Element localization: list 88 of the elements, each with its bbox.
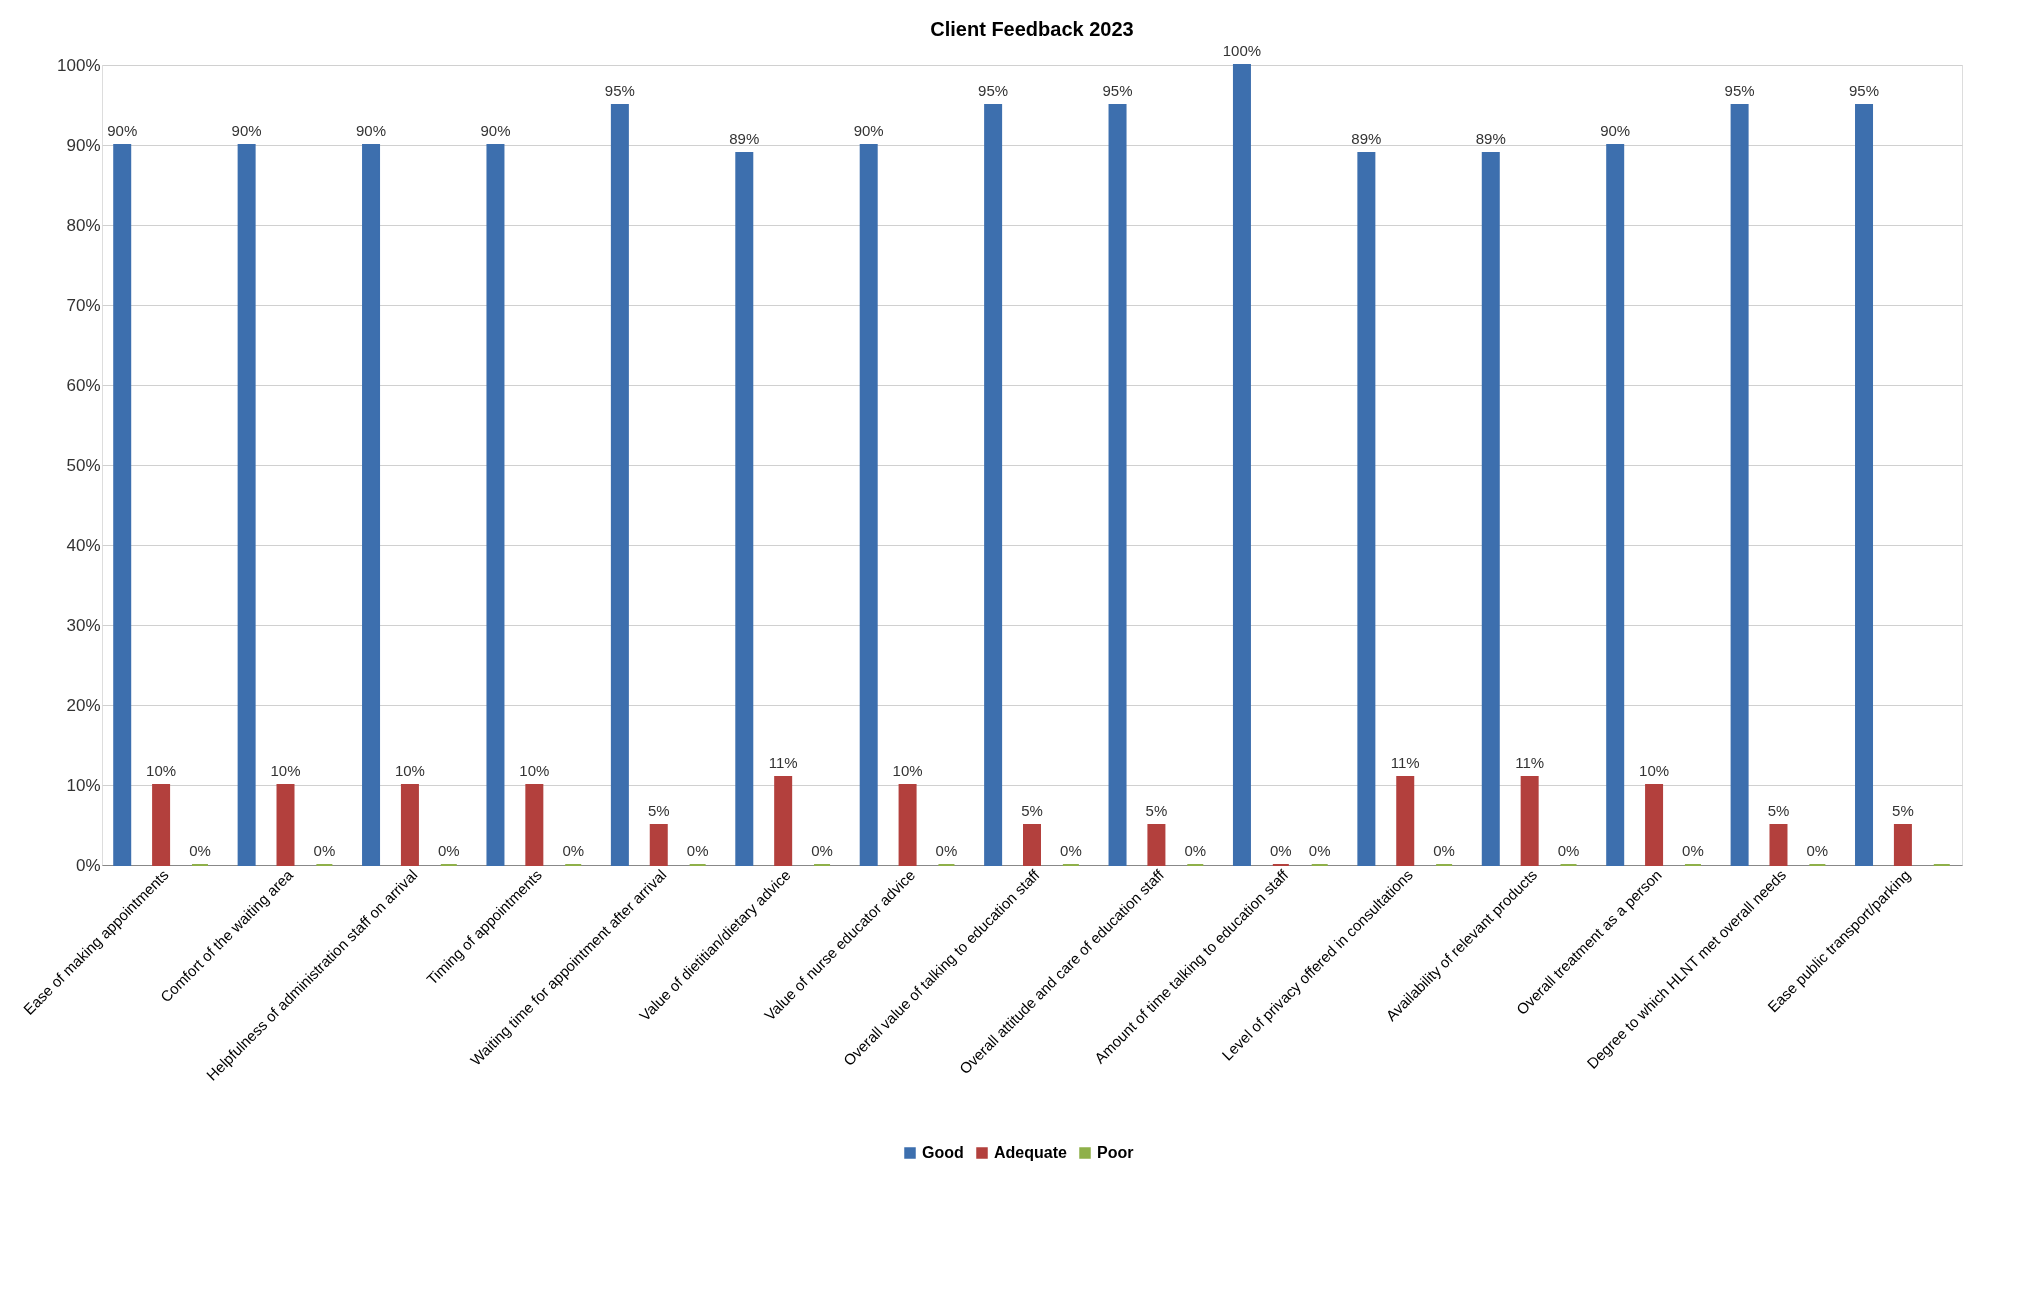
data-label: 11%	[1515, 754, 1545, 771]
legend-label: Poor	[1097, 1144, 1134, 1161]
bar	[735, 152, 754, 866]
y-tick-label: 0%	[75, 855, 101, 875]
y-tick-label: 40%	[66, 535, 101, 555]
bar	[984, 104, 1003, 866]
bar	[113, 144, 132, 866]
data-label: 0%	[1433, 842, 1455, 859]
bar	[525, 784, 544, 866]
data-label: 0%	[437, 842, 460, 859]
y-tick-label: 10%	[66, 775, 101, 795]
data-label: 0%	[935, 842, 958, 859]
data-label: 5%	[647, 802, 670, 819]
data-label: 0%	[1557, 842, 1580, 859]
data-label: 0%	[1806, 842, 1829, 859]
data-label: 0%	[1682, 842, 1704, 859]
data-label: 90%	[1600, 122, 1631, 139]
data-label: 0%	[1269, 842, 1292, 859]
bar	[1606, 144, 1625, 866]
y-tick-label: 50%	[66, 455, 101, 475]
bar	[859, 144, 878, 866]
data-label: 95%	[1102, 82, 1133, 99]
data-label: 90%	[107, 122, 138, 139]
bar	[486, 144, 505, 866]
data-label: 11%	[1390, 754, 1420, 771]
y-tick-label: 70%	[66, 295, 101, 315]
bar	[1023, 824, 1041, 866]
data-label: 0%	[189, 842, 211, 859]
data-label: 89%	[729, 130, 760, 147]
bar	[1108, 104, 1127, 866]
data-label: 90%	[853, 122, 884, 139]
bar	[276, 784, 295, 866]
data-label: 5%	[1892, 802, 1914, 819]
data-label: 95%	[1849, 82, 1880, 99]
data-label: 100%	[1222, 42, 1262, 59]
bar	[152, 784, 171, 866]
data-label: 90%	[356, 122, 387, 139]
bar	[1232, 64, 1251, 866]
bar	[774, 776, 793, 866]
data-label: 0%	[1308, 842, 1331, 859]
bar	[1893, 824, 1912, 866]
data-label: 0%	[313, 842, 336, 859]
data-label: 0%	[811, 842, 833, 859]
data-label: 5%	[1145, 802, 1168, 819]
data-label: 89%	[1475, 130, 1506, 147]
data-label: 89%	[1351, 130, 1382, 147]
data-label: 0%	[1184, 842, 1207, 859]
data-label: 10%	[270, 762, 301, 779]
y-tick-label: 80%	[66, 215, 101, 235]
bar	[1730, 104, 1749, 866]
bar	[1645, 784, 1664, 866]
bar	[400, 784, 419, 866]
data-label: 90%	[480, 122, 511, 139]
bar	[1396, 776, 1415, 866]
bar	[1855, 104, 1874, 866]
y-tick-label: 20%	[66, 695, 101, 715]
data-label: 95%	[604, 82, 635, 99]
bar	[1357, 152, 1376, 866]
bar	[362, 144, 381, 866]
data-label: 95%	[978, 82, 1009, 99]
y-tick-label: 100%	[57, 55, 101, 75]
bar	[1520, 776, 1539, 866]
y-tick-label: 60%	[66, 375, 101, 395]
bar	[1481, 152, 1500, 866]
data-label: 10%	[892, 762, 923, 779]
data-label: 95%	[1724, 82, 1755, 99]
legend-label: Good	[922, 1144, 964, 1161]
data-label: 10%	[146, 762, 177, 779]
bar	[1769, 824, 1788, 866]
data-label: 5%	[1767, 802, 1790, 819]
y-tick-label: 30%	[66, 615, 101, 635]
bar	[898, 784, 917, 866]
data-label: 10%	[394, 762, 425, 779]
chart-title: Client Feedback 2023	[930, 18, 1134, 40]
data-label: 10%	[519, 762, 550, 779]
bar	[1147, 824, 1166, 866]
data-label: 11%	[768, 754, 798, 771]
data-label: 5%	[1021, 802, 1043, 819]
data-label: 10%	[1639, 762, 1670, 779]
y-tick-label: 90%	[66, 135, 101, 155]
bar	[649, 824, 668, 866]
data-label: 0%	[562, 842, 585, 859]
bar	[610, 104, 629, 866]
data-label: 0%	[686, 842, 709, 859]
data-label: 0%	[1060, 842, 1082, 859]
bar	[237, 144, 256, 866]
data-label: 90%	[231, 122, 262, 139]
legend-label: Adequate	[994, 1144, 1067, 1161]
